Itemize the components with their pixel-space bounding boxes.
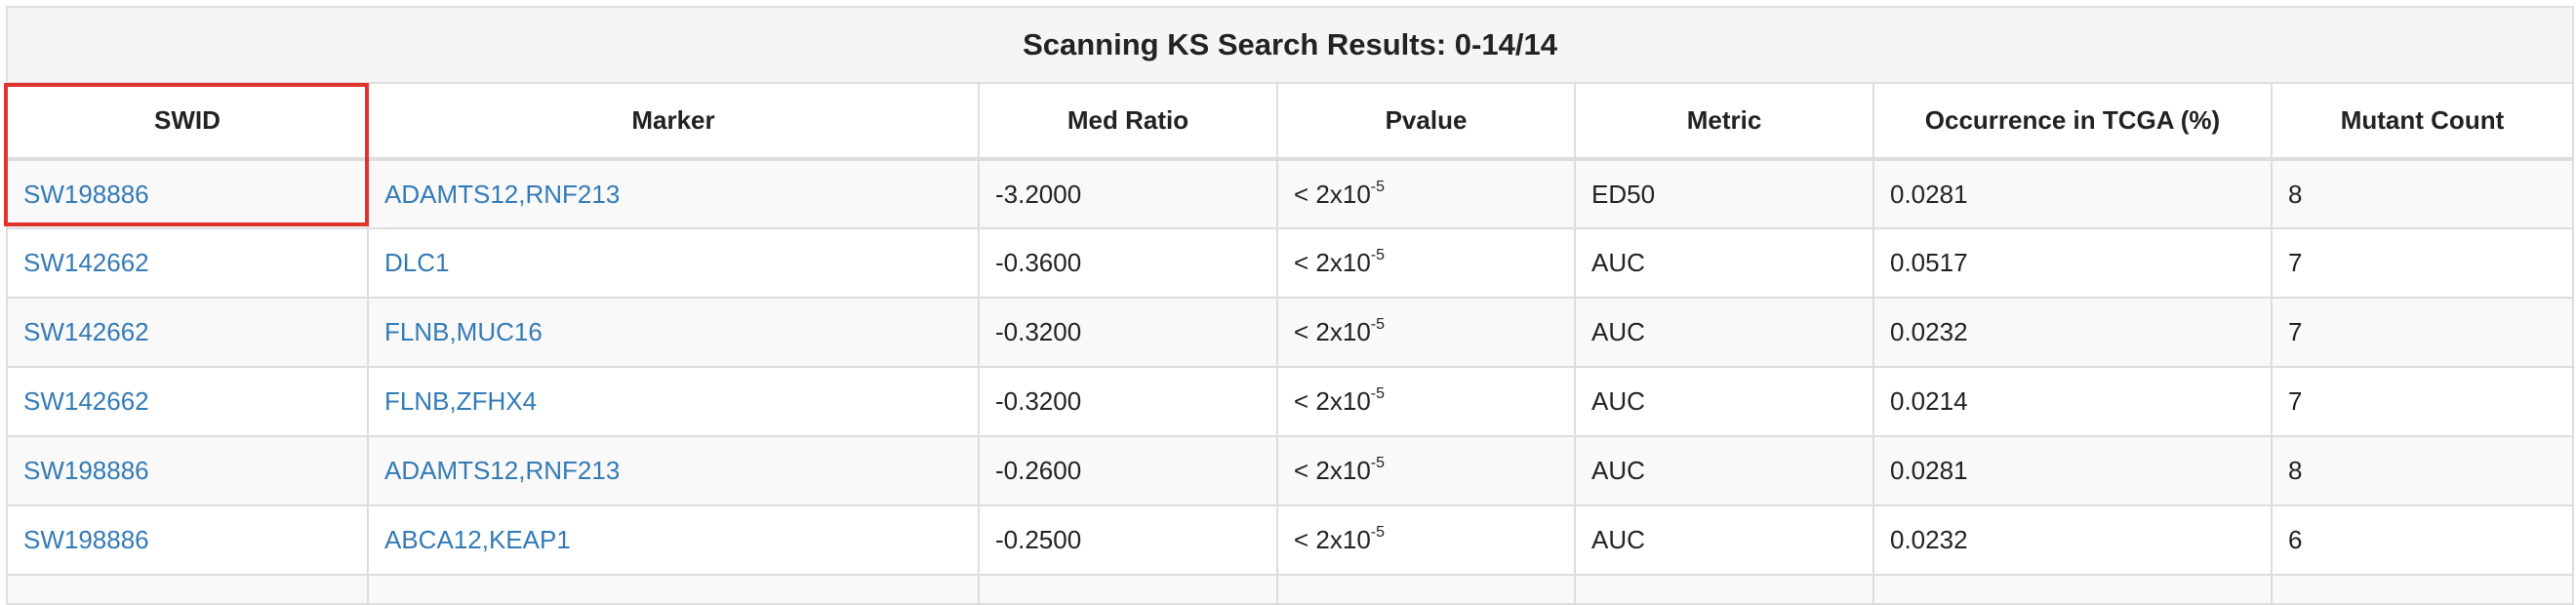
pvalue-exponent: -5 bbox=[1370, 524, 1386, 541]
med-ratio-cell: -0.2600 bbox=[978, 435, 1278, 506]
table-row: SW142662 DLC1 -0.3600 < 2x10-5 AUC 0.051… bbox=[6, 227, 2574, 299]
col-header-marker[interactable]: Marker bbox=[367, 82, 980, 161]
swid-link[interactable]: SW142662 bbox=[23, 248, 149, 277]
med-ratio-cell: -3.2000 bbox=[978, 158, 1278, 229]
col-header-metric[interactable]: Metric bbox=[1574, 82, 1874, 161]
table-row-partial bbox=[6, 574, 2574, 605]
metric-cell: ED50 bbox=[1574, 158, 1874, 229]
metric-cell: AUC bbox=[1574, 504, 1874, 576]
marker-link[interactable]: ADAMTS12,RNF213 bbox=[384, 179, 621, 209]
occurrence-cell: 0.0281 bbox=[1872, 435, 2273, 506]
swid-link[interactable]: SW198886 bbox=[23, 525, 149, 554]
pvalue-cell: < 2x10-5 bbox=[1276, 366, 1576, 437]
pvalue-cell: < 2x10-5 bbox=[1276, 504, 1576, 576]
pvalue-cell: < 2x10-5 bbox=[1276, 158, 1576, 229]
table-row: SW198886 ADAMTS12,RNF213 -3.2000 < 2x10-… bbox=[6, 158, 2574, 229]
mutant-count-cell: 8 bbox=[2271, 158, 2574, 229]
occurrence-cell: 0.0281 bbox=[1872, 158, 2273, 229]
med-ratio-cell: -0.3600 bbox=[978, 227, 1278, 299]
swid-link[interactable]: SW142662 bbox=[23, 317, 149, 346]
mutant-count-cell: 7 bbox=[2271, 227, 2574, 299]
pvalue-text: < 2x10 bbox=[1294, 179, 1371, 209]
marker-link[interactable]: DLC1 bbox=[384, 248, 450, 277]
swid-link[interactable]: SW198886 bbox=[23, 456, 149, 485]
pvalue-cell: < 2x10-5 bbox=[1276, 297, 1576, 368]
header-row: SWID Marker Med Ratio Pvalue Metric Occu… bbox=[6, 82, 2574, 161]
table-row: SW198886 ADAMTS12,RNF213 -0.2600 < 2x10-… bbox=[6, 435, 2574, 506]
pvalue-text: < 2x10 bbox=[1294, 456, 1371, 485]
pvalue-exponent: -5 bbox=[1370, 316, 1386, 333]
pvalue-text: < 2x10 bbox=[1294, 248, 1371, 277]
pvalue-exponent: -5 bbox=[1370, 455, 1386, 471]
occurrence-cell: 0.0214 bbox=[1872, 366, 2273, 437]
marker-link[interactable]: FLNB,MUC16 bbox=[384, 317, 543, 346]
med-ratio-cell: -0.2500 bbox=[978, 504, 1278, 576]
med-ratio-cell: -0.3200 bbox=[978, 366, 1278, 437]
metric-cell: AUC bbox=[1574, 435, 1874, 506]
marker-link[interactable]: FLNB,ZFHX4 bbox=[384, 386, 538, 416]
occurrence-cell: 0.0517 bbox=[1872, 227, 2273, 299]
metric-cell: AUC bbox=[1574, 366, 1874, 437]
swid-link[interactable]: SW198886 bbox=[23, 179, 149, 209]
mutant-count-cell: 8 bbox=[2271, 435, 2574, 506]
col-header-pvalue[interactable]: Pvalue bbox=[1276, 82, 1576, 161]
pvalue-text: < 2x10 bbox=[1294, 386, 1371, 416]
table-row: SW142662 FLNB,MUC16 -0.3200 < 2x10-5 AUC… bbox=[6, 297, 2574, 368]
metric-cell: AUC bbox=[1574, 227, 1874, 299]
pvalue-cell: < 2x10-5 bbox=[1276, 227, 1576, 299]
pvalue-text: < 2x10 bbox=[1294, 525, 1371, 554]
pvalue-exponent: -5 bbox=[1370, 247, 1386, 263]
marker-link[interactable]: ADAMTS12,RNF213 bbox=[384, 456, 621, 485]
col-header-med-ratio[interactable]: Med Ratio bbox=[978, 82, 1278, 161]
col-header-swid[interactable]: SWID bbox=[6, 82, 369, 161]
col-header-mutant-count[interactable]: Mutant Count bbox=[2271, 82, 2574, 161]
swid-link[interactable]: SW142662 bbox=[23, 386, 149, 416]
occurrence-cell: 0.0232 bbox=[1872, 297, 2273, 368]
col-header-occurrence[interactable]: Occurrence in TCGA (%) bbox=[1872, 82, 2273, 161]
pvalue-text: < 2x10 bbox=[1294, 317, 1371, 346]
mutant-count-cell: 7 bbox=[2271, 297, 2574, 368]
mutant-count-cell: 6 bbox=[2271, 504, 2574, 576]
occurrence-cell: 0.0232 bbox=[1872, 504, 2273, 576]
table-caption: Scanning KS Search Results: 0-14/14 bbox=[6, 6, 2574, 84]
metric-cell: AUC bbox=[1574, 297, 1874, 368]
pvalue-exponent: -5 bbox=[1370, 385, 1386, 402]
table-row: SW198886 ABCA12,KEAP1 -0.2500 < 2x10-5 A… bbox=[6, 504, 2574, 576]
pvalue-cell: < 2x10-5 bbox=[1276, 435, 1576, 506]
med-ratio-cell: -0.3200 bbox=[978, 297, 1278, 368]
table-row: SW142662 FLNB,ZFHX4 -0.3200 < 2x10-5 AUC… bbox=[6, 366, 2574, 437]
results-table: Scanning KS Search Results: 0-14/14 SWID… bbox=[6, 6, 2574, 605]
pvalue-exponent: -5 bbox=[1370, 178, 1386, 195]
mutant-count-cell: 7 bbox=[2271, 366, 2574, 437]
marker-link[interactable]: ABCA12,KEAP1 bbox=[384, 525, 571, 554]
